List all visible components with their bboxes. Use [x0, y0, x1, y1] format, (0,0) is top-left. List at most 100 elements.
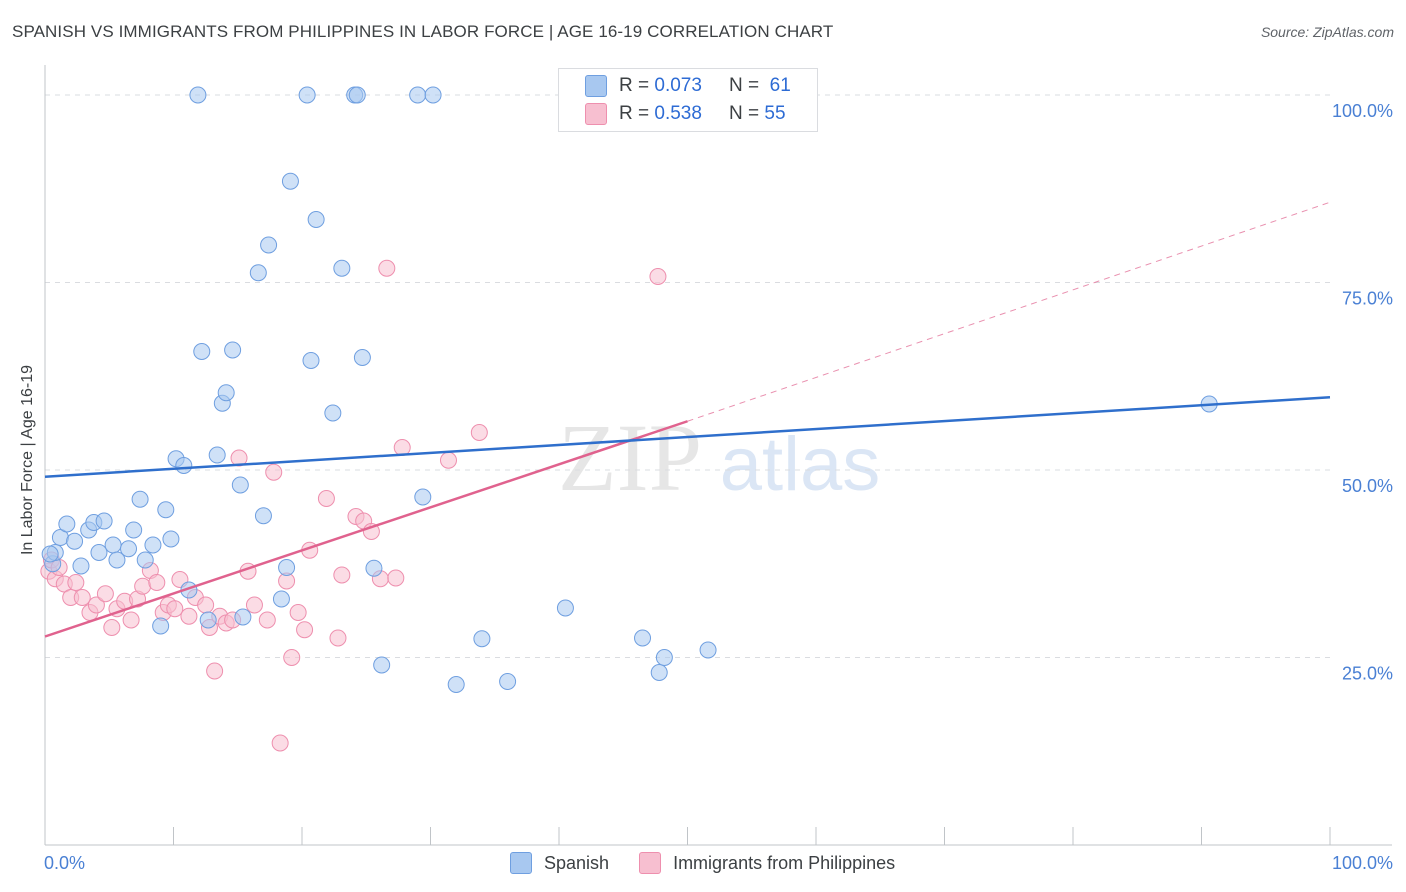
correlation-legend: R = 0.073 N = 61 R = 0.538 N = 55	[558, 68, 818, 132]
legend-item-philippines: Immigrants from Philippines	[639, 852, 895, 874]
philippines-point	[166, 600, 184, 618]
legend-label-philippines: Immigrants from Philippines	[673, 852, 896, 873]
philippines-trend-extension	[687, 201, 1331, 422]
x-tick-label-min: 0.0%	[44, 853, 85, 873]
y-tick-label: 100.0%	[1332, 101, 1393, 121]
series-legend: Spanish Immigrants from Philippines	[510, 852, 925, 874]
r-label: R =	[619, 75, 655, 96]
spanish-point	[333, 259, 351, 277]
philippines-point	[87, 596, 105, 614]
spanish-point	[152, 617, 170, 635]
spanish-point	[260, 236, 278, 254]
spanish-point	[157, 501, 175, 519]
spanish-point	[217, 384, 235, 402]
r-label: R =	[619, 103, 655, 124]
philippines-point	[649, 268, 667, 285]
spanish-point	[298, 86, 316, 104]
spanish-point	[90, 544, 108, 561]
philippines-point	[378, 259, 396, 277]
chart-title: SPANISH VS IMMIGRANTS FROM PHILIPPINES I…	[12, 22, 834, 41]
philippines-point	[333, 566, 351, 584]
philippines-point	[470, 424, 488, 441]
philippines-swatch	[585, 103, 607, 125]
spanish-point	[302, 352, 320, 369]
spanish-point	[307, 211, 325, 228]
spanish-point	[272, 590, 290, 608]
spanish-point	[41, 545, 59, 563]
spanish-point	[278, 559, 296, 576]
philippines-point	[329, 629, 347, 647]
x-tick-label-max: 100.0%	[1332, 853, 1393, 873]
spanish-point	[348, 86, 366, 104]
spanish-point	[58, 515, 76, 533]
legend-item-spanish: Spanish	[510, 852, 609, 874]
spanish-point	[373, 656, 391, 674]
philippines-point	[148, 574, 166, 591]
spanish-point	[104, 536, 122, 554]
spanish-point	[108, 551, 126, 569]
philippines-point	[230, 449, 248, 467]
n-label: N =	[729, 75, 765, 96]
spanish-point	[254, 507, 272, 525]
spanish-point	[424, 86, 442, 104]
philippines-legend-swatch	[639, 852, 662, 874]
philippines-r-value: 0.538	[654, 103, 702, 124]
spanish-trend-line	[44, 396, 1331, 478]
philippines-point	[296, 621, 314, 639]
philippines-point	[439, 451, 457, 469]
spanish-point	[353, 349, 371, 366]
philippines-point	[283, 649, 301, 666]
spanish-point	[650, 664, 668, 681]
philippines-point	[206, 662, 224, 680]
y-axis-label: In Labor Force | Age 16-19	[19, 364, 36, 556]
philippines-point	[73, 589, 91, 606]
philippines-point	[317, 490, 335, 507]
spanish-point	[162, 530, 180, 548]
spanish-point	[144, 536, 162, 554]
philippines-point	[180, 607, 198, 625]
philippines-point	[134, 577, 152, 595]
philippines-n-value: 55	[764, 103, 786, 124]
spanish-point	[699, 641, 717, 659]
watermark-atlas: atlas	[720, 422, 881, 507]
spanish-swatch	[585, 75, 607, 97]
spanish-point	[655, 649, 673, 666]
philippines-trend-line	[44, 420, 688, 638]
spanish-point	[324, 404, 342, 422]
y-tick-label: 25.0%	[1342, 664, 1393, 684]
philippines-point	[265, 463, 283, 481]
philippines-point	[271, 734, 289, 752]
y-tick-label: 75.0%	[1342, 289, 1393, 309]
spanish-legend-swatch	[510, 852, 532, 874]
spanish-point	[208, 446, 226, 464]
spanish-point	[634, 629, 652, 647]
spanish-point	[189, 86, 207, 104]
spanish-point	[120, 540, 138, 558]
spanish-point	[66, 532, 84, 550]
source-label: Source: ZipAtlas.com	[1260, 24, 1394, 40]
spanish-point	[175, 457, 193, 474]
spanish-point	[409, 86, 427, 104]
legend-label-spanish: Spanish	[544, 852, 610, 873]
philippines-point	[289, 604, 307, 621]
philippines-point	[245, 596, 263, 614]
spanish-point	[365, 559, 383, 577]
philippines-point	[258, 611, 276, 629]
spanish-point	[231, 476, 249, 494]
philippines-point	[96, 585, 114, 603]
spanish-point	[447, 676, 465, 693]
philippines-point	[67, 574, 85, 591]
spanish-point	[72, 557, 90, 575]
spanish-r-value: 0.073	[654, 75, 702, 96]
n-label: N =	[729, 103, 765, 124]
philippines-point	[103, 619, 121, 636]
spanish-n-value: 61	[769, 75, 791, 96]
spanish-point	[193, 343, 211, 360]
spanish-point	[499, 673, 517, 690]
spanish-point	[125, 521, 143, 539]
philippines-point	[122, 611, 140, 629]
philippines-point	[197, 596, 215, 614]
spanish-point	[473, 630, 491, 648]
spanish-point	[414, 488, 432, 506]
